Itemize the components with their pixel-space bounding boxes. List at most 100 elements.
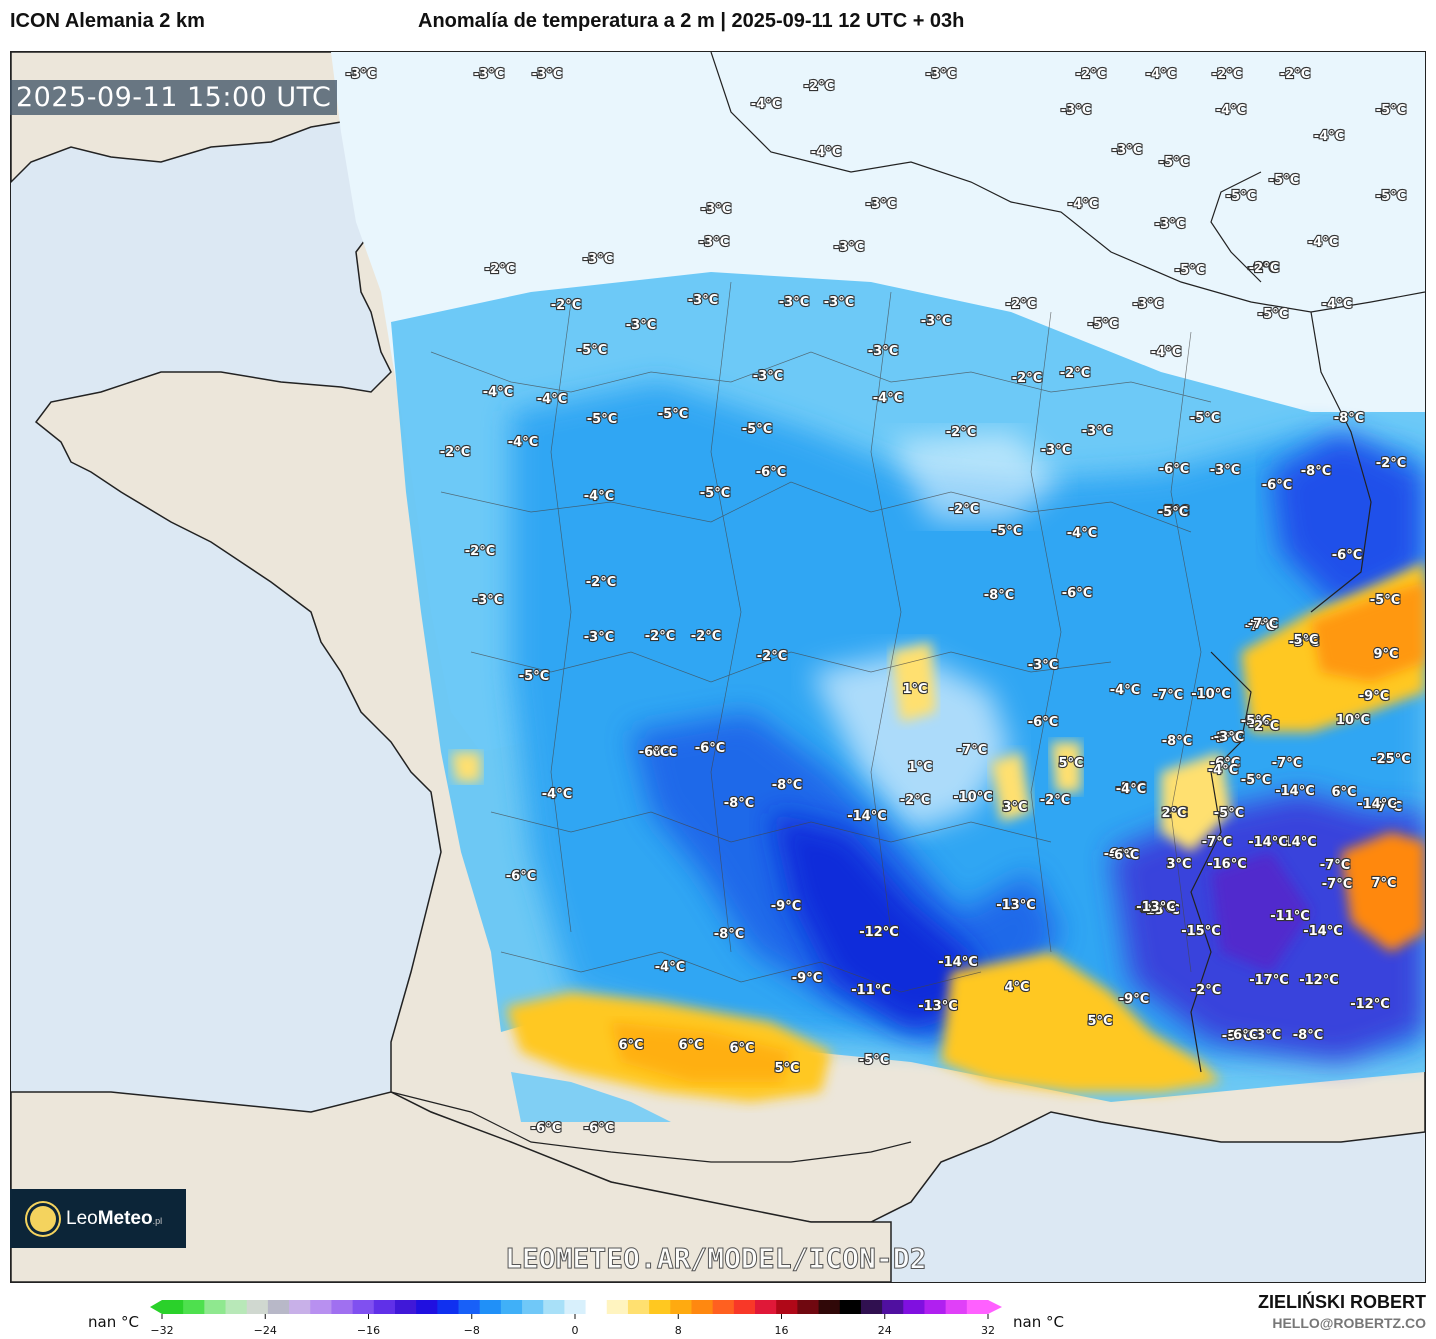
temperature-label: -4°C: [655, 960, 685, 975]
colorbar-cell: [246, 1300, 269, 1314]
temperature-label: -6°C: [1210, 756, 1240, 771]
temperature-label: -5°C: [1258, 307, 1288, 322]
temperature-label: -7°C: [1322, 877, 1352, 892]
temperature-label: -2°C: [1006, 297, 1036, 312]
colorbar-tick-label: −32: [150, 1324, 173, 1337]
temperature-label: -9°C: [792, 971, 822, 986]
temperature-label: -6°C: [1104, 847, 1134, 862]
temperature-label: -4°C: [1208, 763, 1238, 778]
temperature-label: -13°C: [1135, 901, 1175, 916]
temperature-label: -4°C: [508, 435, 538, 450]
temperature-label: -3°C: [1082, 424, 1112, 439]
model-url-watermark: LEOMETEO.AR/MODEL/ICON-D2: [504, 1242, 927, 1276]
colorbar-cell: [522, 1300, 544, 1314]
colorbar-cell: [458, 1300, 481, 1314]
temperature-label: -5°C: [1222, 1029, 1252, 1044]
temperature-label: -3°C: [921, 314, 951, 329]
temperature-label: 10°C: [1336, 713, 1370, 728]
colorbar-cell: [500, 1300, 523, 1314]
colorbar-tick-label: 0: [572, 1324, 579, 1337]
colorbar-max-arrow: [988, 1300, 1002, 1314]
temperature-label: -3°C: [474, 67, 504, 82]
temperature-label: -3°C: [1211, 731, 1241, 746]
temperature-label: -2°C: [1012, 371, 1042, 386]
temperature-label: -5°C: [742, 422, 772, 437]
colorbar-cell: [267, 1300, 290, 1314]
temperature-label: -4°C: [1308, 235, 1338, 250]
temperature-label: -5°C: [1159, 155, 1189, 170]
temperature-label: -12°C: [1350, 997, 1390, 1012]
colorbar-cell: [712, 1300, 735, 1314]
colorbar-cell: [352, 1300, 375, 1314]
temperature-label: -14°C: [1248, 835, 1288, 850]
temperature-label: -3°C: [1061, 103, 1091, 118]
logo-text: LeoMeteo.pl: [66, 1207, 163, 1229]
temperature-label: -5°C: [1175, 263, 1205, 278]
colorbar-cell: [882, 1300, 904, 1314]
temperature-label: -7°C: [1153, 688, 1183, 703]
temperature-label: -3°C: [583, 252, 613, 267]
temperature-label: -7°C: [1248, 617, 1278, 632]
colorbar: −32 −24 −16 −8 0 8 16 24 32: [150, 1300, 1002, 1337]
temperature-label: -3°C: [1041, 443, 1071, 458]
temperature-label: -5°C: [1376, 189, 1406, 204]
colorbar-cell: [162, 1300, 184, 1314]
temperature-label: -6°C: [506, 869, 536, 884]
colorbar-tick-label: 32: [981, 1324, 995, 1337]
temperature-label: -3°C: [1155, 217, 1185, 232]
temperature-label: -5°C: [1376, 103, 1406, 118]
temperature-label: 2°C: [1161, 806, 1186, 821]
temperature-label: -2°C: [551, 298, 581, 313]
map-panel[interactable]: -3°C -3°C -3°C -4°C -2°C -3°C -2°C -4°C -2°C -2°C…: [10, 51, 1426, 1283]
temperature-label: -3°C: [473, 593, 503, 608]
temperature-label: -2°C: [645, 629, 675, 644]
temperature-label: -2°C: [949, 502, 979, 517]
colorbar-cell: [903, 1300, 925, 1314]
temperature-label: -7°C: [1372, 800, 1402, 815]
temperature-label: -14°C: [1357, 797, 1397, 812]
temperature-label: 5°C: [774, 1061, 799, 1076]
borders: [390, 52, 1425, 1163]
temperature-label: -2°C: [757, 649, 787, 664]
colorbar-ticks: −32 −24 −16 −8 0 8 16 24 32: [150, 1314, 995, 1337]
temperature-label: -4°C: [1110, 683, 1140, 698]
author-email[interactable]: HELLO@ROBERTZ.CO: [1272, 1315, 1426, 1331]
temperature-label: -5°C: [1370, 593, 1400, 608]
temperature-label: -13°C: [1136, 900, 1176, 915]
colorbar-cell: [416, 1300, 438, 1314]
colorbar-cell: [945, 1300, 968, 1314]
colorbar-tick-label: −8: [464, 1324, 480, 1337]
temperature-label: -9°C: [1359, 689, 1389, 704]
temperature-label: -2°C: [465, 544, 495, 559]
temperature-label: -3°C: [584, 630, 614, 645]
temperature-label: -4°C: [542, 787, 572, 802]
region-borders: [430, 281, 1212, 993]
temperature-label: -3°C: [1251, 1028, 1281, 1043]
temperature-label: -13°C: [996, 898, 1036, 913]
colorbar-cell: [860, 1300, 883, 1314]
colorbar-tick-label: 8: [675, 1324, 682, 1337]
temperature-label: -7°C: [1272, 756, 1302, 771]
temperature-label: -8°C: [772, 778, 802, 793]
temperature-label: -5°C: [1226, 189, 1256, 204]
author-block: ZIELIŃSKI ROBERT HELLO@ROBERTZ.CO: [1258, 1292, 1426, 1331]
temperature-label: -3°C: [346, 67, 376, 82]
temperature-label: -2°C: [1280, 67, 1310, 82]
colorbar-tick-label: 24: [878, 1324, 892, 1337]
temperature-label: -4°C: [584, 489, 614, 504]
temperature-label: -8°C: [1301, 464, 1331, 479]
temperature-label: 6°C: [729, 1041, 754, 1056]
temperature-label: -2°C: [1191, 983, 1221, 998]
colorbar-tick-label: −16: [357, 1324, 380, 1337]
temperature-label: 5°C: [1087, 1014, 1112, 1029]
map-canvas[interactable]: -3°C -3°C -3°C -4°C -2°C -3°C -2°C -4°C -2°C -2°C…: [11, 52, 1425, 1282]
colorbar-cell: [543, 1300, 565, 1314]
temperature-label: -3°C: [753, 369, 783, 384]
temperature-label: -2°C: [900, 793, 930, 808]
temperature-label: -8°C: [984, 588, 1014, 603]
temperature-label: -8°C: [724, 796, 754, 811]
colorbar-cell: [204, 1300, 227, 1314]
temperature-label: -3°C: [868, 344, 898, 359]
leometeo-logo[interactable]: LeoMeteo.pl: [10, 1189, 186, 1248]
colorbar-cell: [797, 1300, 820, 1314]
